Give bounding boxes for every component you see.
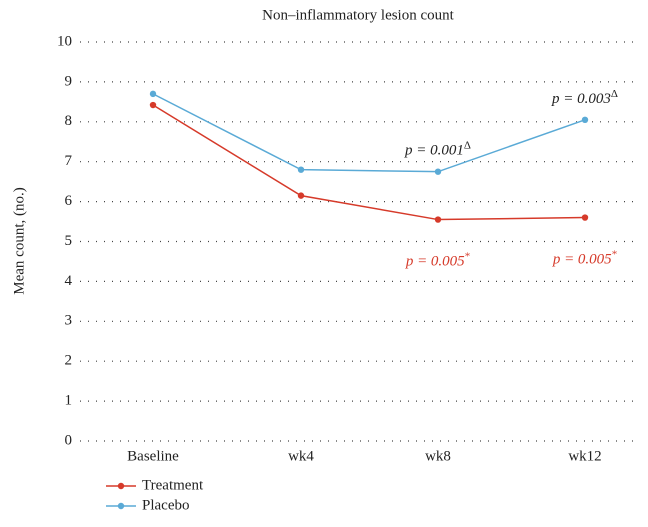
x-tick-label: wk12 [568,448,601,464]
annotation-sup: * [612,248,618,260]
annotation-text: p = 0.005 [552,252,612,268]
legend-marker [117,482,125,490]
series-line [152,93,586,173]
x-tick-label: wk4 [288,448,314,464]
annotation-text: p = 0.001 [404,143,464,159]
y-tick-label: 8 [65,113,73,129]
y-tick-label: 9 [65,73,73,89]
data-point [297,166,305,173]
data-point [297,192,305,199]
legend-marker [117,502,125,510]
y-tick-label: 6 [65,193,73,209]
data-point [149,90,157,98]
y-tick-label: 5 [65,233,73,249]
annotation: p = 0.003Δ [551,87,618,107]
legend-label: Treatment [142,477,204,493]
data-point [149,101,157,109]
data-point [434,168,442,175]
x-tick-label: Baseline [127,448,179,464]
annotation: p = 0.001Δ [404,139,471,159]
y-axis-label: Mean count, (no.) [11,187,27,294]
annotation-text: p = 0.003 [551,91,611,107]
x-tick-label: wk8 [425,448,451,464]
y-tick-label: 1 [65,393,73,409]
annotation-text: p = 0.005 [405,254,465,270]
data-point [581,116,589,124]
legend-label: Placebo [142,497,189,513]
y-tick-label: 7 [65,153,73,169]
y-tick-label: 0 [65,432,73,448]
y-tick-label: 10 [57,33,72,49]
y-tick-label: 3 [65,313,73,329]
y-tick-label: 4 [65,273,73,289]
annotation: p = 0.005* [552,248,617,268]
annotation-sup: * [465,250,471,262]
chart-title: Non–inflammatory lesion count [262,7,454,23]
data-point [434,216,442,223]
data-point [581,214,589,221]
annotation-sup: Δ [611,87,618,99]
annotation: p = 0.005* [405,250,470,270]
series-line [152,104,586,221]
annotation-sup: Δ [464,139,471,151]
y-tick-label: 2 [65,353,73,369]
